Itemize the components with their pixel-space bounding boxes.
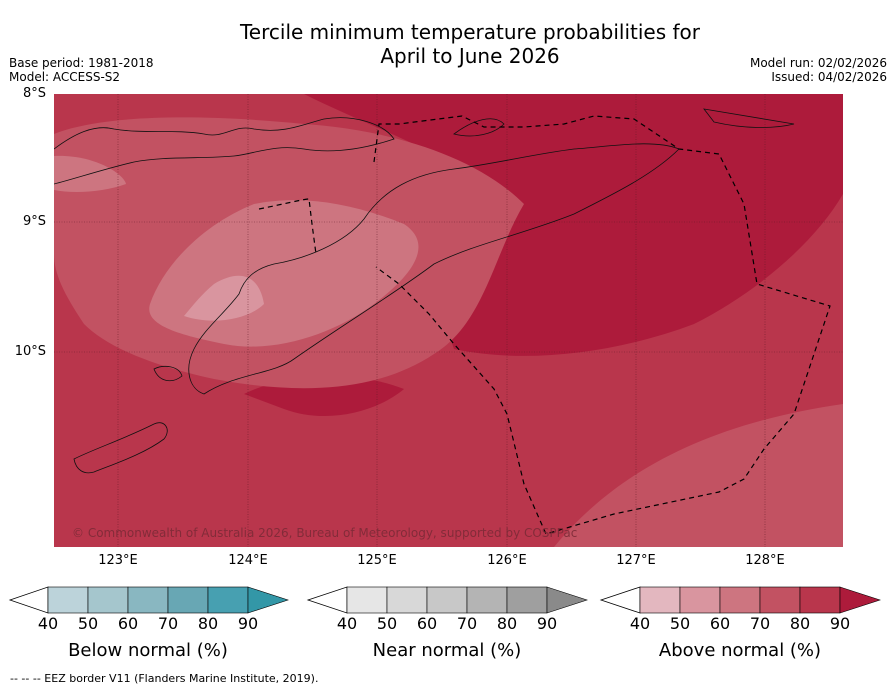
colorbar-tick-label: 60 bbox=[117, 614, 139, 633]
lat-tick-label: 10°S bbox=[14, 344, 46, 359]
colorbar-segment bbox=[247, 586, 289, 614]
northern-islands-coast bbox=[54, 117, 395, 185]
colorbar-tick-label: 50 bbox=[376, 614, 398, 633]
timor-island-coast bbox=[188, 143, 680, 395]
colorbar-tick-label: 80 bbox=[496, 614, 518, 633]
lon-tick-label: 127°E bbox=[616, 553, 656, 568]
colorbar-tick-label: 90 bbox=[237, 614, 259, 633]
model-name: Model: ACCESS-S2 bbox=[9, 70, 121, 84]
colorbar-title: Near normal (%) bbox=[372, 640, 522, 661]
issued-date: Issued: 04/02/2026 bbox=[771, 70, 887, 84]
colorbar-segment bbox=[127, 586, 169, 614]
map-title: Tercile minimum temperature probabilitie… bbox=[0, 20, 896, 68]
colorbar-lower-extend bbox=[599, 586, 641, 614]
lon-tick-label: 125°E bbox=[357, 553, 397, 568]
colorbar-tick-label: 40 bbox=[336, 614, 358, 633]
colorbar-title: Above normal (%) bbox=[658, 640, 822, 661]
model-run-date: Model run: 02/02/2026 bbox=[749, 56, 887, 70]
title-line-2: April to June 2026 bbox=[380, 44, 560, 68]
colorbar-tick-label: 50 bbox=[77, 614, 99, 633]
copyright-watermark: © Commonwealth of Australia 2026, Bureau… bbox=[72, 526, 577, 540]
colorbar-tick-label: 50 bbox=[669, 614, 691, 633]
eez-legend-note: -- -- -- EEZ border V11 (Flanders Marine… bbox=[10, 672, 319, 685]
colorbar-segment bbox=[639, 586, 681, 614]
colorbar-tick-label: 60 bbox=[416, 614, 438, 633]
colorbar-segment bbox=[346, 586, 388, 614]
lat-tick-label: 8°S bbox=[22, 86, 46, 101]
colorbar-lower-extend bbox=[306, 586, 348, 614]
colorbar-segment bbox=[839, 586, 881, 614]
coastlines bbox=[54, 108, 795, 474]
colorbar-tick-label: 40 bbox=[37, 614, 59, 633]
colorbar-tick-label: 90 bbox=[536, 614, 558, 633]
colorbar-tick-label: 60 bbox=[709, 614, 731, 633]
contour-above-50 bbox=[184, 275, 264, 321]
colorbar-segment bbox=[719, 586, 761, 614]
colorbar-segment bbox=[386, 586, 428, 614]
alor-coast bbox=[453, 118, 505, 137]
colorbar-segment bbox=[207, 586, 249, 614]
colorbar-tick-label: 70 bbox=[749, 614, 771, 633]
colorbar-tick-label: 80 bbox=[197, 614, 219, 633]
eez-border bbox=[258, 115, 831, 535]
colorbar-title: Below normal (%) bbox=[68, 640, 228, 661]
wetar-coast bbox=[703, 108, 795, 128]
colorbar-tick-label: 40 bbox=[629, 614, 651, 633]
colorbar-segment bbox=[87, 586, 129, 614]
colorbar-segment bbox=[546, 586, 588, 614]
contour-above-90-east bbox=[304, 94, 843, 356]
colorbar-tick-label: 70 bbox=[456, 614, 478, 633]
colorbar-segment bbox=[679, 586, 721, 614]
colorbar-segment bbox=[466, 586, 508, 614]
colorbar-segment bbox=[167, 586, 209, 614]
lon-tick-label: 128°E bbox=[745, 553, 785, 568]
colorbar-segment bbox=[759, 586, 801, 614]
colorbar-segment bbox=[47, 586, 89, 614]
graticule bbox=[54, 94, 843, 547]
colorbars bbox=[8, 586, 881, 614]
lon-tick-label: 124°E bbox=[228, 553, 268, 568]
colorbar-segment bbox=[506, 586, 548, 614]
probability-map: © Commonwealth of Australia 2026, Bureau… bbox=[54, 94, 843, 547]
colorbar-segment bbox=[799, 586, 841, 614]
lat-tick-label: 9°S bbox=[22, 214, 46, 229]
rote-coast bbox=[153, 365, 183, 382]
sawu-coast bbox=[73, 422, 168, 474]
contour-above-70-south bbox=[554, 404, 843, 547]
colorbar-lower-extend bbox=[8, 586, 49, 614]
colorbar-segment bbox=[426, 586, 468, 614]
base-period: Base period: 1981-2018 bbox=[9, 56, 154, 70]
title-line-1: Tercile minimum temperature probabilitie… bbox=[239, 20, 701, 44]
lon-tick-label: 126°E bbox=[487, 553, 527, 568]
colorbar-tick-label: 70 bbox=[157, 614, 179, 633]
colorbar-tick-label: 80 bbox=[789, 614, 811, 633]
colorbar-tick-label: 90 bbox=[829, 614, 851, 633]
lon-tick-label: 123°E bbox=[98, 553, 138, 568]
